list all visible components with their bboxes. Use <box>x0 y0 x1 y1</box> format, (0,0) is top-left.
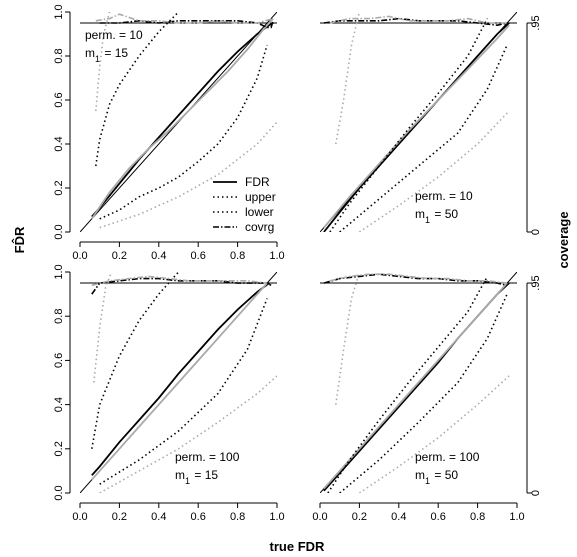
x-tick-label: 0.0 <box>72 511 87 523</box>
x-tick-label: 0.4 <box>151 511 166 523</box>
panel-annotation-m1: m1 = 50 <box>415 468 458 486</box>
y-tick-label: 0.6 <box>53 353 65 368</box>
coverage-tick-label: .95 <box>530 15 542 30</box>
series-FDR <box>91 17 274 220</box>
y-tick-label: 0.0 <box>53 485 65 500</box>
coverage-tick-label: 0 <box>530 490 542 496</box>
legend-label: covrg <box>245 220 274 234</box>
series-covrg <box>91 275 268 287</box>
series-lower <box>99 121 277 229</box>
series-lower <box>99 44 268 220</box>
panel-annotation-m1: m1 = 15 <box>175 468 218 486</box>
x-tick-label: 0.4 <box>391 511 406 523</box>
series-covrg <box>95 13 274 24</box>
series-upper <box>335 272 361 405</box>
y-tick-label: 0.2 <box>53 180 65 195</box>
series-covrg <box>323 273 508 287</box>
x-tick-label: 1.0 <box>269 250 284 262</box>
series-covrg <box>99 19 274 29</box>
x-tick-label: 0.2 <box>352 511 367 523</box>
y-tick-label: 1.0 <box>53 4 65 19</box>
coverage-tick-label: 0 <box>530 229 542 235</box>
plot-area <box>320 272 517 493</box>
x-tick-label: 0.4 <box>151 250 166 262</box>
y-tick-label: 0.4 <box>53 136 65 151</box>
legend-label: upper <box>245 190 276 204</box>
panel-annotation-m1: m1 = 15 <box>85 46 128 64</box>
x-tick-label: 0.8 <box>230 250 245 262</box>
legend-label: lower <box>245 205 274 219</box>
series-FDR <box>91 22 274 218</box>
series-FDR <box>91 282 270 476</box>
y-tick-label: 0.0 <box>53 224 65 239</box>
y-tick-label: 0.8 <box>53 309 65 324</box>
y-axis-label: FD̂R <box>12 226 27 253</box>
panel-annotation-m1: m1 = 50 <box>415 207 458 225</box>
panel-annotation-perm: perm. = 100 <box>175 450 240 464</box>
x-tick-label: 0.2 <box>112 250 127 262</box>
series-upper <box>93 272 113 383</box>
legend-label: FDR <box>245 175 270 189</box>
series-FDR <box>323 22 510 232</box>
series-lower <box>99 298 268 485</box>
series-FDR <box>323 24 510 229</box>
plot-area <box>80 12 277 232</box>
panel-top-right: .95 0 perm. = 10 m1 = 50 <box>320 12 542 235</box>
series-covrg <box>91 277 272 295</box>
panel-annotation-perm: perm. = 10 <box>415 189 473 203</box>
series-lower <box>358 110 510 232</box>
series-lower <box>358 375 510 493</box>
series-covrg <box>329 15 508 24</box>
coverage-tick-label: .95 <box>530 275 542 290</box>
series-FDR <box>91 282 268 481</box>
x-tick-label: 0.0 <box>312 511 327 523</box>
x-tick-label: 0.6 <box>191 511 206 523</box>
x-tick-label: 0.6 <box>431 511 446 523</box>
x-tick-label: 0.0 <box>72 250 87 262</box>
x-axis-label: true FDR <box>270 539 326 554</box>
x-tick-label: 0.6 <box>191 250 206 262</box>
series-covrg <box>329 273 508 284</box>
panel-annotation-perm: perm. = 10 <box>85 28 143 42</box>
plot-area <box>80 272 277 493</box>
panel-annotation-perm: perm. = 100 <box>415 450 480 464</box>
y-tick-label: 0.4 <box>53 397 65 412</box>
panel-bottom-left: 0.0 0.2 0.4 0.6 0.8 1.0 0.0 0.2 0.4 0.6 0.8 1.0 perm… <box>53 264 285 523</box>
y-tick-label: 0.2 <box>53 441 65 456</box>
series-lower <box>339 44 508 232</box>
x-tick-label: 0.8 <box>470 511 485 523</box>
panel-bottom-right: 0.0 0.2 0.4 0.6 0.8 1.0 .95 0 perm. = 100 m1 = 50 <box>312 272 542 523</box>
y-tick-label: 0.8 <box>53 48 65 63</box>
x-tick-label: 1.0 <box>509 511 524 523</box>
y-tick-label: 0.6 <box>53 92 65 107</box>
plot-area <box>320 12 517 232</box>
x-tick-label: 0.2 <box>112 511 127 523</box>
panel-top-left: 0.0 0.2 0.4 0.6 0.8 1.0 0.0 0.2 0.4 0.6 0.8 1.0 perm… <box>53 4 285 262</box>
series-upper <box>91 272 180 449</box>
x-tick-label: 0.8 <box>230 511 245 523</box>
x-tick-label: 1.0 <box>269 511 284 523</box>
panel-grid: 0.0 0.2 0.4 0.6 0.8 1.0 0.0 0.2 0.4 0.6 0.8 1.0 perm… <box>53 4 542 523</box>
series-upper <box>335 12 361 145</box>
secondary-y-axis-label: coverage <box>556 211 571 268</box>
y-tick-label: 1.0 <box>53 264 65 279</box>
